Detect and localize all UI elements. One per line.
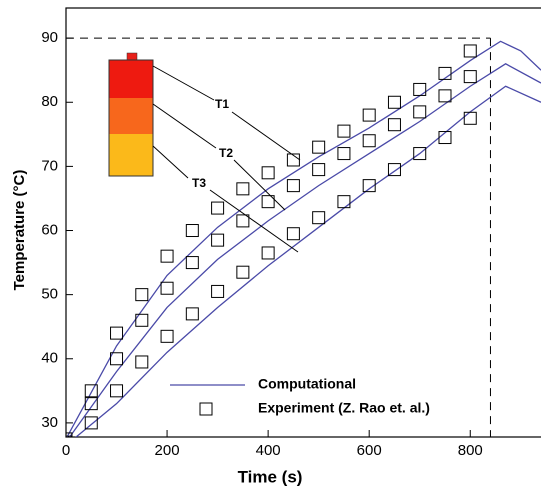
experiment-marker bbox=[413, 105, 427, 119]
experiment-marker bbox=[362, 134, 376, 148]
experiment-marker bbox=[413, 82, 427, 96]
legend-label: Computational bbox=[258, 376, 356, 392]
experiment-marker bbox=[211, 233, 225, 247]
experiment-marker bbox=[387, 118, 401, 132]
plot-area bbox=[66, 37, 541, 437]
y-tick-label: 40 bbox=[41, 350, 58, 367]
x-tick-label: 800 bbox=[458, 442, 483, 459]
legend-marker bbox=[199, 402, 213, 416]
y-tick-label: 70 bbox=[41, 157, 58, 174]
experiment-marker bbox=[236, 265, 250, 279]
series-label: T1 bbox=[215, 97, 229, 111]
experiment-marker bbox=[185, 224, 199, 238]
computational-line bbox=[75, 85, 541, 437]
x-tick-label: 200 bbox=[155, 442, 180, 459]
experiment-marker bbox=[160, 249, 174, 263]
experiment-marker bbox=[261, 246, 275, 260]
y-tick-label: 90 bbox=[41, 29, 58, 46]
experiment-marker bbox=[312, 163, 326, 177]
experiment-marker bbox=[312, 140, 326, 154]
experiment-marker bbox=[387, 95, 401, 109]
x-axis-title: Time (s) bbox=[238, 467, 303, 486]
y-tick-label: 80 bbox=[41, 93, 58, 110]
experiment-marker bbox=[438, 89, 452, 103]
experiment-marker bbox=[413, 147, 427, 161]
experiment-marker bbox=[211, 201, 225, 215]
experiment-marker bbox=[362, 108, 376, 122]
experiment-marker bbox=[185, 307, 199, 321]
experiment-marker bbox=[261, 166, 275, 180]
experiment-marker bbox=[261, 195, 275, 209]
computational-line bbox=[68, 63, 541, 437]
experiment-marker bbox=[84, 384, 98, 398]
experiment-marker bbox=[337, 195, 351, 209]
y-tick-label: 60 bbox=[41, 221, 58, 238]
experiment-marker bbox=[337, 124, 351, 138]
experiment-marker bbox=[438, 66, 452, 80]
experiment-marker bbox=[84, 397, 98, 411]
experiment-marker bbox=[286, 179, 300, 193]
experiment-marker bbox=[160, 281, 174, 295]
experiment-marker bbox=[110, 384, 124, 398]
experiment-marker bbox=[135, 313, 149, 327]
experiment-marker bbox=[160, 329, 174, 343]
experiment-marker bbox=[236, 214, 250, 228]
experiment-marker bbox=[463, 70, 477, 84]
experiment-marker bbox=[387, 163, 401, 177]
experiment-marker bbox=[362, 179, 376, 193]
experiment-marker bbox=[236, 182, 250, 196]
experiment-marker bbox=[135, 355, 149, 369]
leader-lines bbox=[152, 65, 301, 253]
experiment-marker bbox=[211, 284, 225, 298]
experiment-marker bbox=[286, 227, 300, 241]
computational-line bbox=[66, 40, 541, 437]
experiment-marker bbox=[438, 131, 452, 145]
battery bbox=[108, 52, 154, 177]
experiment-marker bbox=[463, 111, 477, 125]
experiment-marker bbox=[312, 211, 326, 225]
y-tick-label: 50 bbox=[41, 286, 58, 303]
legend-label: Experiment (Z. Rao et. al.) bbox=[258, 400, 430, 416]
experiment-marker bbox=[463, 44, 477, 58]
plot-frame bbox=[65, 7, 541, 438]
experiment-marker bbox=[135, 288, 149, 302]
series-label: T2 bbox=[219, 146, 233, 160]
experiment-marker bbox=[185, 256, 199, 270]
series-label: T3 bbox=[192, 176, 206, 190]
x-tick-label: 400 bbox=[256, 442, 281, 459]
experiment-marker bbox=[84, 416, 98, 430]
y-tick-label: 30 bbox=[41, 414, 58, 431]
experiment-marker bbox=[337, 147, 351, 161]
y-axis-title: Temperature (°C) bbox=[11, 170, 28, 291]
x-tick-label: 600 bbox=[357, 442, 382, 459]
experiment-marker bbox=[110, 326, 124, 340]
experiment-marker bbox=[110, 352, 124, 366]
x-tick-label: 0 bbox=[62, 442, 70, 459]
